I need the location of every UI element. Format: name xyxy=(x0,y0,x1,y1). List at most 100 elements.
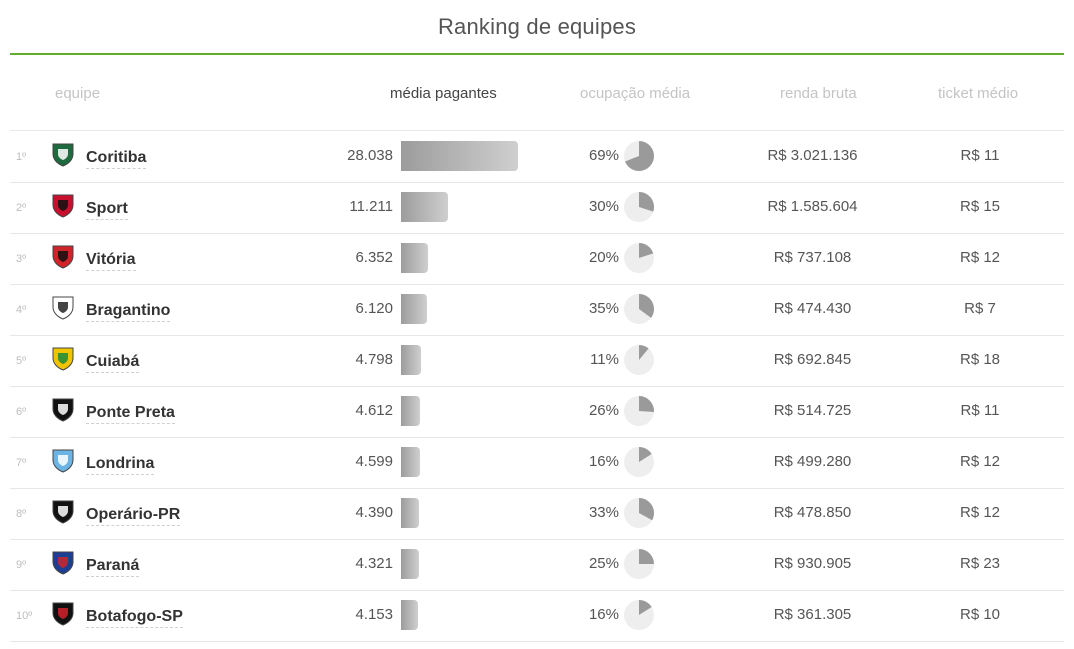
table-row[interactable]: 1º Coritiba 28.038 69% R$ 3.021.136 R$ 11 xyxy=(10,131,1064,183)
media-pagantes-value: 4.321 xyxy=(355,555,393,572)
ticket-medio-value: R$ 12 xyxy=(959,504,1001,521)
title-divider xyxy=(10,53,1064,55)
team-name-link[interactable]: Botafogo-SP xyxy=(86,608,183,628)
table-row[interactable]: 10º Botafogo-SP 4.153 16% R$ 361.305 R$ 10 xyxy=(10,590,1064,642)
bragantino-crest-icon xyxy=(50,294,76,320)
table-row[interactable]: 7º Londrina 4.599 16% R$ 499.280 R$ 12 xyxy=(10,437,1064,489)
ocupacao-value: 69% xyxy=(588,147,619,164)
ticket-medio-value: R$ 11 xyxy=(960,147,1000,164)
ocupacao-pie xyxy=(624,243,654,273)
team-name-link[interactable]: Ponte Preta xyxy=(86,404,175,424)
londrina-crest-icon xyxy=(50,447,76,473)
ocupacao-pie xyxy=(624,294,655,324)
ocupacao-value: 26% xyxy=(588,402,619,419)
ocupacao-value: 16% xyxy=(588,606,619,623)
ocupacao-pie xyxy=(624,192,655,222)
sport-crest-icon xyxy=(50,192,76,218)
media-pagantes-bar xyxy=(401,294,427,324)
renda-bruta-value: R$ 478.850 xyxy=(773,504,852,521)
column-header-ticket-medio[interactable]: ticket médio xyxy=(938,85,1019,102)
parana-crest-icon xyxy=(50,549,76,575)
renda-bruta-value: R$ 474.430 xyxy=(773,300,852,317)
column-header-renda-bruta[interactable]: renda bruta xyxy=(780,85,857,102)
ocupacao-value: 35% xyxy=(588,300,619,317)
renda-bruta-value: R$ 1.585.604 xyxy=(767,198,858,215)
operario-pr-crest-icon xyxy=(50,498,76,524)
team-name-link[interactable]: Cuiabá xyxy=(86,353,140,373)
rank-number: 1º xyxy=(16,151,27,163)
ocupacao-value: 33% xyxy=(588,504,619,521)
ticket-medio-value: R$ 7 xyxy=(964,300,996,317)
team-name-link[interactable]: Operário-PR xyxy=(86,506,181,526)
table-row[interactable]: 8º Operário-PR 4.390 33% R$ 478.850 R$ 12 xyxy=(10,488,1064,540)
ticket-medio-value: R$ 23 xyxy=(959,555,1001,572)
ocupacao-pie xyxy=(624,600,654,630)
media-pagantes-value: 6.120 xyxy=(355,300,393,317)
ocupacao-pie xyxy=(624,447,654,477)
ocupacao-value: 25% xyxy=(588,555,619,572)
media-pagantes-bar xyxy=(401,345,421,375)
table-row[interactable]: 4º Bragantino 6.120 35% R$ 474.430 R$ 7 xyxy=(10,284,1064,336)
media-pagantes-bar xyxy=(401,498,419,528)
media-pagantes-bar xyxy=(401,192,448,222)
ponte-preta-crest-icon xyxy=(50,396,76,422)
botafogo-sp-crest-icon xyxy=(50,600,76,626)
coritiba-crest-icon xyxy=(50,141,76,167)
media-pagantes-bar xyxy=(401,396,420,426)
table-row[interactable]: 6º Ponte Preta 4.612 26% R$ 514.725 R$ 11 xyxy=(10,386,1064,438)
media-pagantes-value: 4.798 xyxy=(355,351,393,368)
media-pagantes-value: 11.211 xyxy=(349,198,393,215)
media-pagantes-value: 4.153 xyxy=(355,606,393,623)
rank-number: 4º xyxy=(16,304,27,316)
cuiaba-crest-icon xyxy=(50,345,76,371)
ticket-medio-value: R$ 18 xyxy=(959,351,1001,368)
team-name-link[interactable]: Londrina xyxy=(86,455,155,475)
ocupacao-value: 11% xyxy=(590,351,619,368)
table-row[interactable]: 3º Vitória 6.352 20% R$ 737.108 R$ 12 xyxy=(10,233,1064,285)
column-header-media-pagantes[interactable]: média pagantes xyxy=(390,85,497,102)
table-row[interactable]: 5º Cuiabá 4.798 11% R$ 692.845 R$ 18 xyxy=(10,335,1064,387)
media-pagantes-bar xyxy=(401,549,419,579)
ticket-medio-value: R$ 15 xyxy=(959,198,1001,215)
ticket-medio-value: R$ 11 xyxy=(960,402,1000,419)
table-row[interactable]: 2º Sport 11.211 30% R$ 1.585.604 R$ 15 xyxy=(10,182,1064,234)
team-name-link[interactable]: Bragantino xyxy=(86,302,171,322)
media-pagantes-value: 4.390 xyxy=(355,504,393,521)
column-header-ocupacao-media[interactable]: ocupação média xyxy=(580,85,691,102)
rank-number: 3º xyxy=(16,253,27,265)
ticket-medio-value: R$ 12 xyxy=(959,249,1001,266)
media-pagantes-value: 4.599 xyxy=(355,453,393,470)
ocupacao-value: 16% xyxy=(588,453,619,470)
rank-number: 7º xyxy=(16,457,27,469)
vitoria-crest-icon xyxy=(50,243,76,269)
rank-number: 8º xyxy=(16,508,27,520)
rank-number: 9º xyxy=(16,559,27,571)
team-name-link[interactable]: Paraná xyxy=(86,557,140,577)
renda-bruta-value: R$ 930.905 xyxy=(773,555,852,572)
ticket-medio-value: R$ 12 xyxy=(959,453,1001,470)
renda-bruta-value: R$ 692.845 xyxy=(773,351,852,368)
renda-bruta-value: R$ 499.280 xyxy=(773,453,852,470)
column-header-equipe[interactable]: equipe xyxy=(55,85,101,102)
media-pagantes-bar xyxy=(401,447,420,477)
ocupacao-pie xyxy=(624,345,654,375)
team-name-link[interactable]: Vitória xyxy=(86,251,136,271)
rank-number: 6º xyxy=(16,406,27,418)
page-title: Ranking de equipes xyxy=(437,14,637,39)
ocupacao-pie xyxy=(624,498,654,528)
renda-bruta-value: R$ 514.725 xyxy=(773,402,852,419)
ocupacao-pie xyxy=(624,549,654,579)
rank-number: 10º xyxy=(16,610,33,622)
media-pagantes-bar xyxy=(401,243,428,273)
renda-bruta-value: R$ 361.305 xyxy=(773,606,852,623)
media-pagantes-bar xyxy=(401,600,418,630)
team-name-link[interactable]: Sport xyxy=(86,200,128,220)
rank-number: 5º xyxy=(16,355,27,367)
media-pagantes-value: 4.612 xyxy=(355,402,393,419)
ocupacao-pie xyxy=(624,141,654,171)
team-name-link[interactable]: Coritiba xyxy=(86,149,147,169)
ocupacao-value: 30% xyxy=(588,198,619,215)
renda-bruta-value: R$ 737.108 xyxy=(773,249,852,266)
table-row[interactable]: 9º Paraná 4.321 25% R$ 930.905 R$ 23 xyxy=(10,539,1064,591)
media-pagantes-value: 28.038 xyxy=(347,147,393,164)
